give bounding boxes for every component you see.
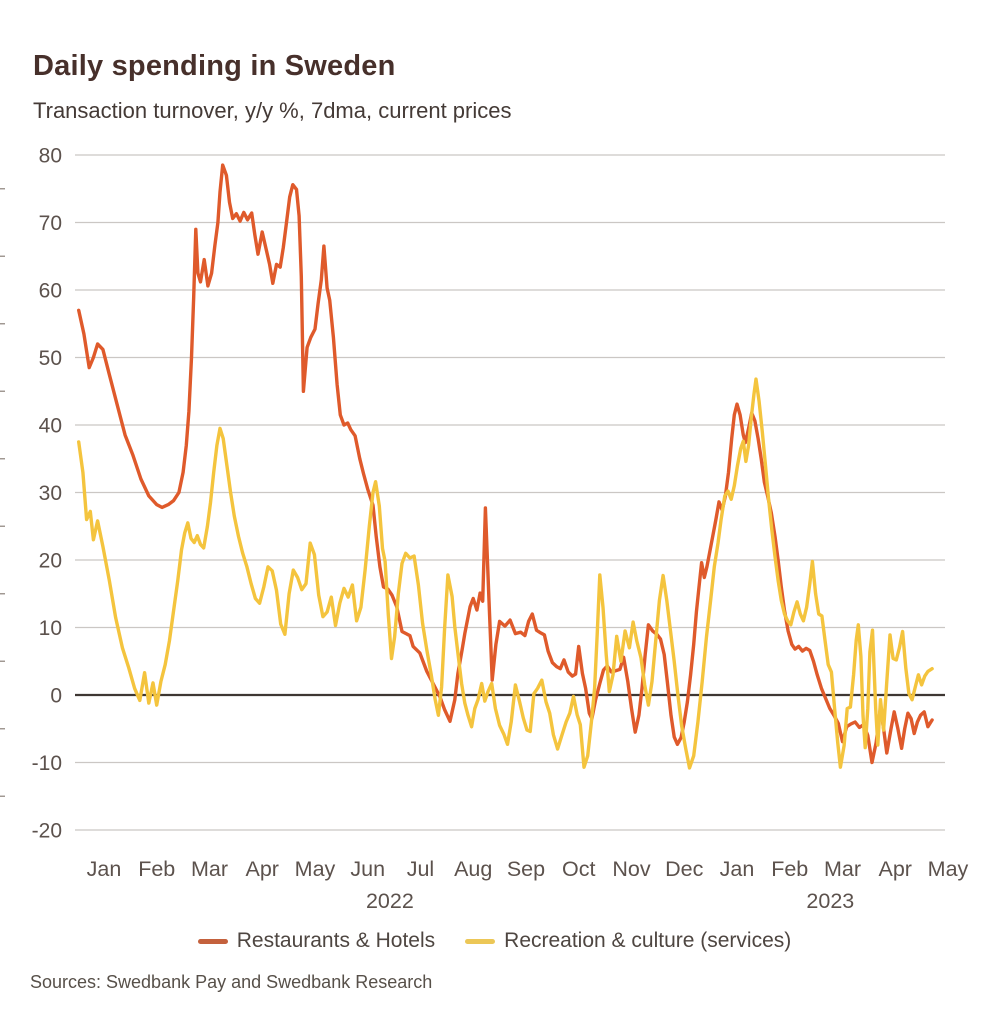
legend-item-recreation-culture: Recreation & culture (services) [465,929,791,953]
x-axis-month-label: Apr [878,857,911,881]
x-axis-month-label: Aug [454,857,492,881]
x-axis-month-label: May [295,857,336,881]
source-note: Sources: Swedbank Pay and Swedbank Resea… [30,972,433,992]
restaurants-hotels-line-marker-icon [197,938,228,944]
legend-label-recreation-culture: Recreation & culture (services) [504,929,792,952]
x-axis-month-label: May [928,857,969,881]
x-axis-month-label: Nov [612,857,650,881]
y-axis-tick-label: 50 [39,347,62,370]
y-axis-tick-label: 0 [50,685,62,708]
x-axis-month-label: Dec [665,857,703,881]
y-axis-tick-label: 70 [39,212,62,235]
x-axis-month-label: Oct [562,857,595,881]
x-axis-month-label: Mar [824,857,861,881]
x-axis-year-label: 2022 [366,889,414,913]
x-axis-month-label: Mar [191,857,228,881]
chart-subtitle: Transaction turnover, y/y %, 7dma, curre… [33,98,512,123]
y-axis-tick-label: -10 [32,752,62,775]
y-axis-tick-label: -20 [32,820,62,843]
y-axis-tick-label: 10 [39,617,62,640]
y-axis-tick-label: 20 [39,550,62,573]
x-axis-month-label: Jun [350,857,385,881]
x-axis-month-label: Feb [138,857,175,881]
chart-title: Daily spending in Sweden [33,50,396,82]
y-axis-tick-label: 40 [39,415,62,438]
legend-label-restaurants-hotels: Restaurants & Hotels [236,929,436,952]
recreation-culture-line-marker-icon [465,938,496,944]
y-axis-tick-label: 80 [39,145,62,168]
series-line-restaurants-hotels [76,163,934,765]
x-axis-month-label: Apr [245,857,278,881]
series-line-recreation-culture [76,377,934,770]
x-axis-month-label: Sep [507,857,545,881]
legend-item-restaurants-hotels: Restaurants & Hotels [197,929,436,953]
legend: Restaurants & Hotels Recreation & cultur… [0,929,989,953]
x-axis-month-label: Jan [720,857,755,881]
x-axis-month-label: Feb [771,857,808,881]
x-axis-year-label: 2023 [806,889,854,913]
x-axis-month-label: Jan [87,857,122,881]
y-axis-tick-label: 60 [39,280,62,303]
x-axis-month-label: Jul [407,857,434,881]
y-axis-tick-label: 30 [39,482,62,505]
